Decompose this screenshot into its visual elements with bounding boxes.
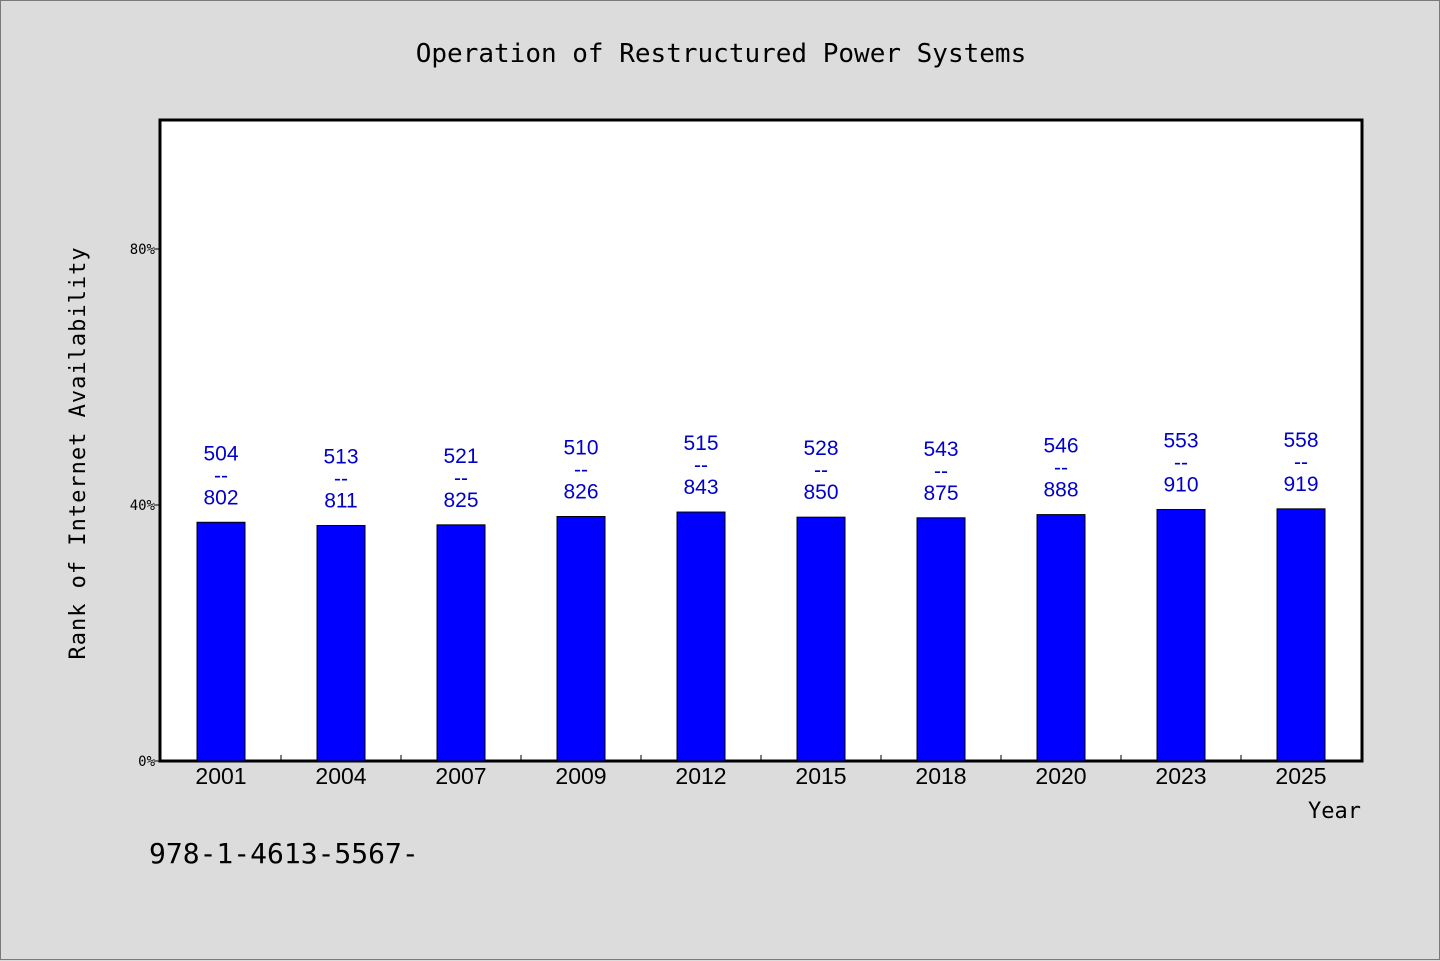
data-label-bottom: 802 xyxy=(203,486,238,509)
data-label-top: 510 xyxy=(563,437,598,460)
bar xyxy=(436,524,486,762)
footer-code: 978-1-4613-5567- xyxy=(149,837,419,870)
data-label-separator: -- xyxy=(214,464,228,487)
data-label-top: 515 xyxy=(683,432,718,455)
bar xyxy=(1156,508,1206,762)
bar xyxy=(1276,508,1326,762)
data-label-bottom: 825 xyxy=(443,489,478,512)
data-label-bottom: 919 xyxy=(1283,473,1318,496)
data-label-bottom: 850 xyxy=(803,481,838,504)
data-label-bottom: 826 xyxy=(563,481,598,504)
bar xyxy=(1036,514,1086,762)
data-label-separator: -- xyxy=(574,459,588,482)
chart-title: Operation of Restructured Power Systems xyxy=(416,39,1026,69)
data-label-top: 528 xyxy=(803,437,838,460)
x-tick-label: 2025 xyxy=(1275,763,1326,789)
data-label-bottom: 843 xyxy=(683,476,718,499)
data-label-separator: -- xyxy=(334,467,348,490)
bar xyxy=(676,511,726,762)
data-label-top: 543 xyxy=(923,438,958,461)
data-label-bottom: 811 xyxy=(324,489,357,512)
y-axis-label: Rank of Internet Availability xyxy=(66,246,91,659)
bar xyxy=(556,516,606,762)
x-tick-label: 2023 xyxy=(1155,763,1206,789)
x-tick-label: 2007 xyxy=(435,763,486,789)
data-label-top: 558 xyxy=(1283,429,1318,452)
y-tick-label: 0% xyxy=(138,754,155,770)
data-label-separator: -- xyxy=(1054,457,1068,480)
y-tick-label: 40% xyxy=(130,498,156,514)
bar xyxy=(316,524,366,762)
data-label-separator: -- xyxy=(1174,451,1188,474)
data-label-separator: -- xyxy=(1294,451,1308,474)
x-tick-label: 2004 xyxy=(315,763,366,789)
x-tick-label: 2012 xyxy=(675,763,726,789)
data-label-top: 504 xyxy=(203,442,238,465)
data-label-bottom: 888 xyxy=(1043,479,1078,502)
data-label-bottom: 875 xyxy=(923,482,958,505)
data-label-top: 521 xyxy=(443,445,478,468)
data-label-separator: -- xyxy=(454,467,468,490)
bar xyxy=(796,516,846,762)
x-tick-label: 2018 xyxy=(915,763,966,789)
data-label-top: 553 xyxy=(1163,429,1198,452)
data-label-top: 546 xyxy=(1043,435,1078,458)
x-tick-label: 2015 xyxy=(795,763,846,789)
y-tick-label: 80% xyxy=(130,242,156,258)
bar xyxy=(916,517,966,762)
x-tick-label: 2009 xyxy=(555,763,606,789)
bar xyxy=(196,521,246,762)
x-tick-label: 2001 xyxy=(195,763,246,789)
data-label-top: 513 xyxy=(323,445,358,468)
data-label-separator: -- xyxy=(694,454,708,477)
data-label-separator: -- xyxy=(814,459,828,482)
x-tick-label: 2020 xyxy=(1035,763,1086,789)
data-label-separator: -- xyxy=(934,460,948,483)
data-label-bottom: 910 xyxy=(1163,473,1198,496)
x-axis-label: Year xyxy=(1308,799,1361,824)
